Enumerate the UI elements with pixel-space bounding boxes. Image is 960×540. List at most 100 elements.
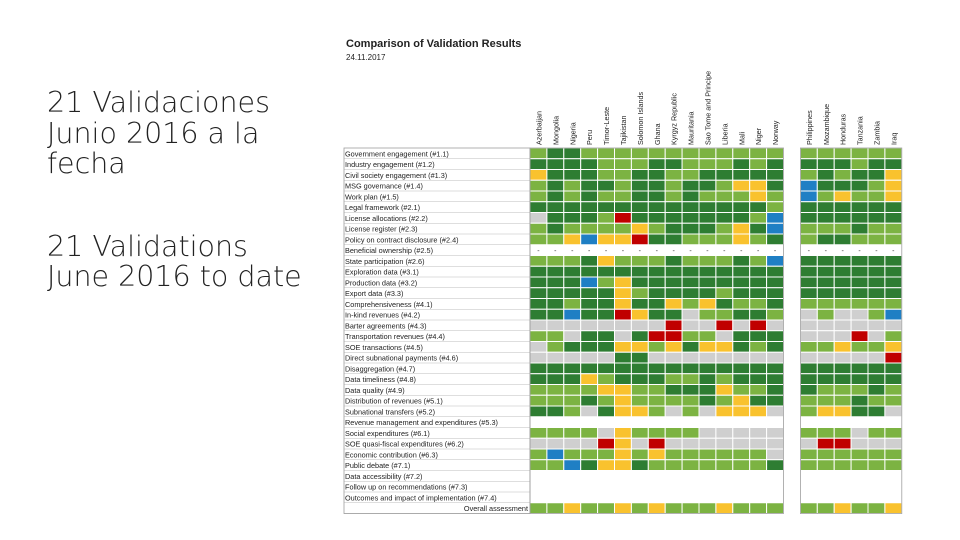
cell: [867, 373, 886, 385]
cell: [833, 298, 852, 310]
cell: [749, 169, 768, 181]
cell: [749, 233, 768, 246]
cell: [630, 502, 649, 514]
cell: [799, 362, 818, 375]
cell: [884, 222, 903, 235]
cell: [681, 298, 700, 310]
cell: [681, 222, 700, 235]
cell: [799, 298, 818, 310]
cell: [563, 298, 582, 310]
cell: [647, 233, 666, 246]
cell: [580, 179, 599, 192]
cell: [630, 362, 649, 375]
cell: [867, 276, 886, 289]
cell: [732, 276, 751, 289]
cell: [732, 190, 751, 203]
cell: [867, 287, 886, 299]
cell: [546, 384, 565, 396]
cell: [664, 394, 683, 407]
cell: [766, 437, 784, 450]
cell: [614, 147, 632, 160]
cell: [816, 298, 835, 310]
cell: [698, 265, 717, 278]
cell: [529, 384, 548, 396]
cell: [546, 394, 565, 407]
cell: [647, 212, 666, 224]
cell: [580, 169, 599, 181]
cell: [614, 319, 632, 332]
cell: [630, 212, 649, 224]
cell: [799, 319, 818, 332]
cell: [580, 405, 599, 418]
cell: [850, 384, 869, 396]
cell: [816, 330, 835, 342]
cell: [614, 169, 632, 181]
cell: [867, 265, 886, 278]
cell: [867, 169, 886, 181]
cell: [664, 147, 683, 160]
cell: [681, 351, 700, 364]
cell: [732, 459, 751, 471]
cell: [816, 502, 835, 514]
cell: [799, 448, 818, 461]
cell: [597, 427, 615, 439]
cell: [698, 287, 717, 299]
column-header: Ghana: [653, 123, 662, 145]
cell: [529, 179, 548, 192]
cell: [799, 233, 818, 246]
cell: [867, 255, 886, 267]
cell: [749, 222, 768, 235]
cell: [664, 384, 683, 396]
cell: [647, 384, 666, 396]
column-header: Nigeria: [568, 122, 577, 145]
cell: [766, 147, 784, 160]
cell: [867, 341, 886, 353]
cell: [766, 330, 784, 342]
cell: [597, 405, 615, 418]
cell: [681, 384, 700, 396]
cell: [884, 158, 903, 170]
cell: [816, 362, 835, 375]
cell: [833, 384, 852, 396]
cell: [732, 201, 751, 213]
row-label: Overall assessment: [464, 504, 528, 513]
cell: [833, 255, 852, 267]
cell: [732, 179, 751, 192]
cell: [664, 373, 683, 385]
cell: [597, 255, 615, 267]
group-frame: [529, 147, 784, 514]
cell: [614, 362, 632, 375]
cell: [529, 265, 548, 278]
cell: [681, 308, 700, 321]
cell: [715, 265, 734, 278]
cell: [614, 179, 632, 192]
cell: [546, 341, 565, 353]
cell: [580, 287, 599, 299]
cell: [799, 265, 818, 278]
cell: [749, 351, 768, 364]
cell: [715, 201, 734, 213]
cell: [850, 190, 869, 203]
cell: [681, 459, 700, 471]
cell: [614, 308, 632, 321]
cell: [563, 233, 582, 246]
cell: [715, 459, 734, 471]
cell: [766, 405, 784, 418]
cell: [850, 255, 869, 267]
cell: [664, 362, 683, 375]
cell: [833, 169, 852, 181]
cell: [681, 319, 700, 332]
row-label: License register (#2.3): [345, 225, 418, 234]
row-label: Transportation revenues (#4.4): [345, 332, 445, 341]
cell: [884, 373, 903, 385]
cell: [546, 265, 565, 278]
row-label: Data quality (#4.9): [345, 386, 405, 395]
cell: [630, 437, 649, 450]
chart-date: 24.11.2017: [346, 53, 386, 62]
cell: [715, 222, 734, 235]
cell: [867, 437, 886, 450]
cell: [698, 158, 717, 170]
cell: [833, 190, 852, 203]
cell: [715, 394, 734, 407]
row-label: Distribution of revenues (#5.1): [345, 397, 443, 406]
